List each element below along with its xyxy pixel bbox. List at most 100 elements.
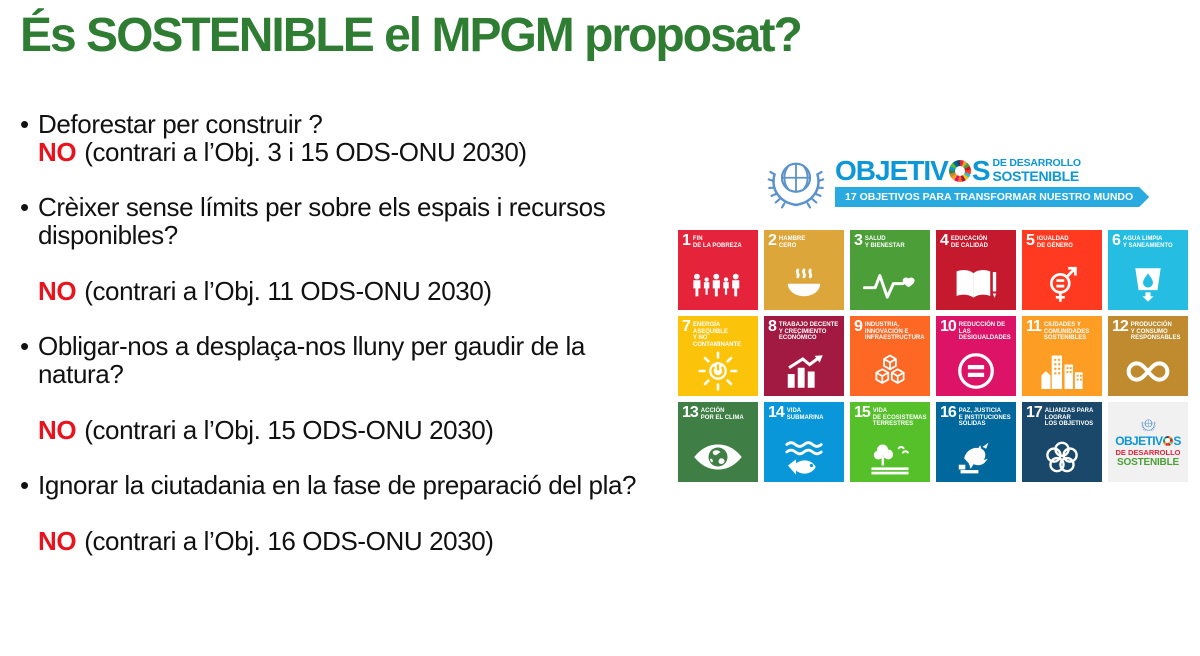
- logo-tile-line3: SOSTENIBLE: [1117, 456, 1179, 468]
- sdg-tile-label: SALUD Y BIENESTAR: [864, 236, 905, 249]
- sdg-tile-label: INDUSTRIA, INNOVACIÓN E INFRAESTRUCTURA: [864, 322, 925, 341]
- fish-icon: [764, 435, 844, 479]
- growth-icon: [764, 349, 844, 393]
- cubes-icon: [850, 349, 930, 393]
- sdg-tile-label: VIDA DE ECOSISTEMAS TERRESTRES: [872, 408, 927, 427]
- sdg-tile-number: 14: [768, 404, 785, 421]
- sdg-tile-6: 6 AGUA LIMPIA Y SANEAMIENTO: [1108, 230, 1188, 310]
- sdg-tile-15: 15 VIDA DE ECOSISTEMAS TERRESTRES: [850, 402, 930, 482]
- no-label: NO: [38, 137, 77, 167]
- sdg-tile-label: PAZ, JUSTICIA E INSTITUCIONES SÓLIDAS: [958, 408, 1011, 427]
- sdg-tile-header: 14 VIDA SUBMARINA: [764, 402, 844, 421]
- sdg-tile-number: 5: [1026, 232, 1035, 249]
- city-icon: [1022, 349, 1102, 393]
- sdg-tile-number: 3: [854, 232, 863, 249]
- spacer: [38, 249, 740, 277]
- sdg-tile-header: 17 ALIANZAS PARA LOGRAR LOS OBJETIVOS: [1022, 402, 1102, 428]
- sdg-tile-9: 9 INDUSTRIA, INNOVACIÓN E INFRAESTRUCTURA: [850, 316, 930, 396]
- bullet-question-line: disponibles?: [38, 220, 178, 250]
- sdg-tile-number: 12: [1112, 318, 1129, 335]
- sdg-tile-label: CIUDADES Y COMUNIDADES SOSTENIBLES: [1043, 322, 1090, 341]
- bullet-question-line: natura?: [38, 359, 124, 389]
- sdg-tile-16: 16 PAZ, JUSTICIA E INSTITUCIONES SÓLIDAS: [936, 402, 1016, 482]
- sdg-tile-header: 7 ENERGÍA ASEQUIBLE Y NO CONTAMINANTE: [678, 316, 758, 348]
- people-icon: [678, 263, 758, 307]
- sdg-tile-label: IGUALDAD DE GÉNERO: [1036, 236, 1073, 249]
- bullet-answer: NO (contrari a l’Obj. 15 ODS-ONU 2030): [38, 416, 740, 444]
- bullet-marker: •: [20, 109, 29, 139]
- spacer: [38, 499, 740, 527]
- sdg-tile-header: 15 VIDA DE ECOSISTEMAS TERRESTRES: [850, 402, 930, 428]
- heartbeat-icon: [850, 263, 930, 307]
- no-label: NO: [38, 415, 77, 445]
- sdg-tile-header: 12 PRODUCCIÓN Y CONSUMO RESPONSABLES: [1108, 316, 1188, 342]
- sdg-tile-13: 13 ACCIÓN POR EL CLIMA: [678, 402, 758, 482]
- sdg-tile-number: 4: [940, 232, 949, 249]
- sdg-tile-number: 8: [768, 318, 777, 335]
- sdg-tile-label: REDUCCIÓN DE LAS DESIGUALDADES: [958, 322, 1011, 341]
- sdg-tile-header: 5 IGUALDAD DE GÉNERO: [1022, 230, 1102, 249]
- bullet-question-line: Deforestar per construir ?: [38, 109, 323, 139]
- sdg-tile-header: 1 FIN DE LA POBREZA: [678, 230, 758, 249]
- water-icon: [1108, 263, 1188, 307]
- sdg-tile-label: TRABAJO DECENTE Y CRECIMIENTO ECONÓMICO: [778, 322, 839, 341]
- sdg-tile-1: 1 FIN DE LA POBREZA: [678, 230, 758, 310]
- book-icon: [936, 263, 1016, 307]
- answer-text: (contrari a l’Obj. 3 i 15 ODS-ONU 2030): [84, 137, 527, 167]
- sdg-tile-label: ENERGÍA ASEQUIBLE Y NO CONTAMINANTE: [692, 322, 742, 348]
- sdg-tile-header: 3 SALUD Y BIENESTAR: [850, 230, 930, 249]
- bullet-question-line: Obligar-nos a desplaça-nos lluny per gau…: [38, 331, 585, 361]
- sdg-tile-header: 4 EDUCACIÓN DE CALIDAD: [936, 230, 1016, 249]
- page-title: És SOSTENIBLE el MPGM proposat?: [20, 9, 803, 62]
- sdg-tile-label: ACCIÓN POR EL CLIMA: [700, 408, 744, 421]
- sdg-tile-header: 13 ACCIÓN POR EL CLIMA: [678, 402, 758, 421]
- bullet-marker: •: [20, 192, 29, 222]
- bullet-item: • Obligar-nos a desplaça-nos lluny per ga…: [20, 332, 740, 444]
- answer-text: (contrari a l’Obj. 15 ODS-ONU 2030): [84, 415, 494, 445]
- sdg-tile-4: 4 EDUCACIÓN DE CALIDAD: [936, 230, 1016, 310]
- dove-icon: [936, 435, 1016, 479]
- sdg-tile-number: 11: [1026, 318, 1042, 335]
- tree-icon: [850, 435, 930, 479]
- sdg-logo-word-post: S: [971, 155, 991, 186]
- sdg-tile-label: FIN DE LA POBREZA: [692, 236, 742, 249]
- rings-icon: [1022, 435, 1102, 479]
- bullet-list: • Deforestar per construir ? NO (contrari a…: [20, 110, 740, 582]
- sdg-tile-label: VIDA SUBMARINA: [786, 408, 824, 421]
- sdg-tile-header: 10 REDUCCIÓN DE LAS DESIGUALDADES: [936, 316, 1016, 342]
- sdg-panel: OBJETIV S DE DESARROLLO SOSTENIBLE 17 OB…: [678, 150, 1190, 482]
- bullet-answer: NO (contrari a l’Obj. 16 ODS-ONU 2030): [38, 527, 740, 555]
- sdg-logo-tile: OBJETIV S DE DESARROLLO SOSTENIBLE: [1108, 402, 1188, 482]
- sdg-banner: 17 OBJETIVOS PARA TRANSFORMAR NUESTRO MU…: [835, 187, 1149, 207]
- bullet-question-line: Crèixer sense límits per sobre els espai…: [38, 192, 606, 222]
- sdg-tile-label: PRODUCCIÓN Y CONSUMO RESPONSABLES: [1130, 322, 1181, 341]
- sdg-tile-header: 8 TRABAJO DECENTE Y CRECIMIENTO ECONÓMICO: [764, 316, 844, 342]
- logo-tile-line2: DE DESARROLLO: [1115, 447, 1181, 457]
- sdg-tile-header: 6 AGUA LIMPIA Y SANEAMIENTO: [1108, 230, 1188, 249]
- bullet-question: Deforestar per construir ?: [38, 110, 740, 138]
- sdg-logo-word-pre: OBJETIV: [835, 155, 949, 186]
- un-emblem-icon: [763, 152, 829, 220]
- sdg-tile-header: 16 PAZ, JUSTICIA E INSTITUCIONES SÓLIDAS: [936, 402, 1016, 428]
- bullet-question-line: Ignorar la ciutadania en la fase de prep…: [38, 470, 637, 500]
- bullet-item: • Deforestar per construir ? NO (contrari a…: [20, 110, 740, 166]
- sdg-tile-header: 2 HAMBRE CERO: [764, 230, 844, 249]
- sdg-tile-header: 9 INDUSTRIA, INNOVACIÓN E INFRAESTRUCTURA: [850, 316, 930, 342]
- sdg-tile-number: 1: [682, 232, 691, 249]
- bullet-marker: •: [20, 331, 29, 361]
- sdg-tile-number: 9: [854, 318, 863, 335]
- sdg-logo-header: OBJETIV S DE DESARROLLO SOSTENIBLE 17 OB…: [763, 150, 1123, 224]
- sdg-tile-5: 5 IGUALDAD DE GÉNERO: [1022, 230, 1102, 310]
- infinity-icon: [1108, 349, 1188, 393]
- bullet-question: Crèixer sense límits per sobre els espai…: [38, 193, 740, 249]
- sdg-tile-number: 2: [768, 232, 777, 249]
- sdg-tile-number: 16: [940, 404, 957, 421]
- sdg-tile-14: 14 VIDA SUBMARINA: [764, 402, 844, 482]
- answer-text: (contrari a l’Obj. 11 ODS-ONU 2030): [84, 276, 492, 306]
- logo-tile-line1: OBJETIV S: [1115, 433, 1181, 448]
- sdg-logo-sub1: DE DESARROLLO: [992, 157, 1082, 169]
- sdg-tile-17: 17 ALIANZAS PARA LOGRAR LOS OBJETIVOS: [1022, 402, 1102, 482]
- bullet-answer: NO (contrari a l’Obj. 11 ODS-ONU 2030): [38, 277, 740, 305]
- no-label: NO: [38, 526, 77, 556]
